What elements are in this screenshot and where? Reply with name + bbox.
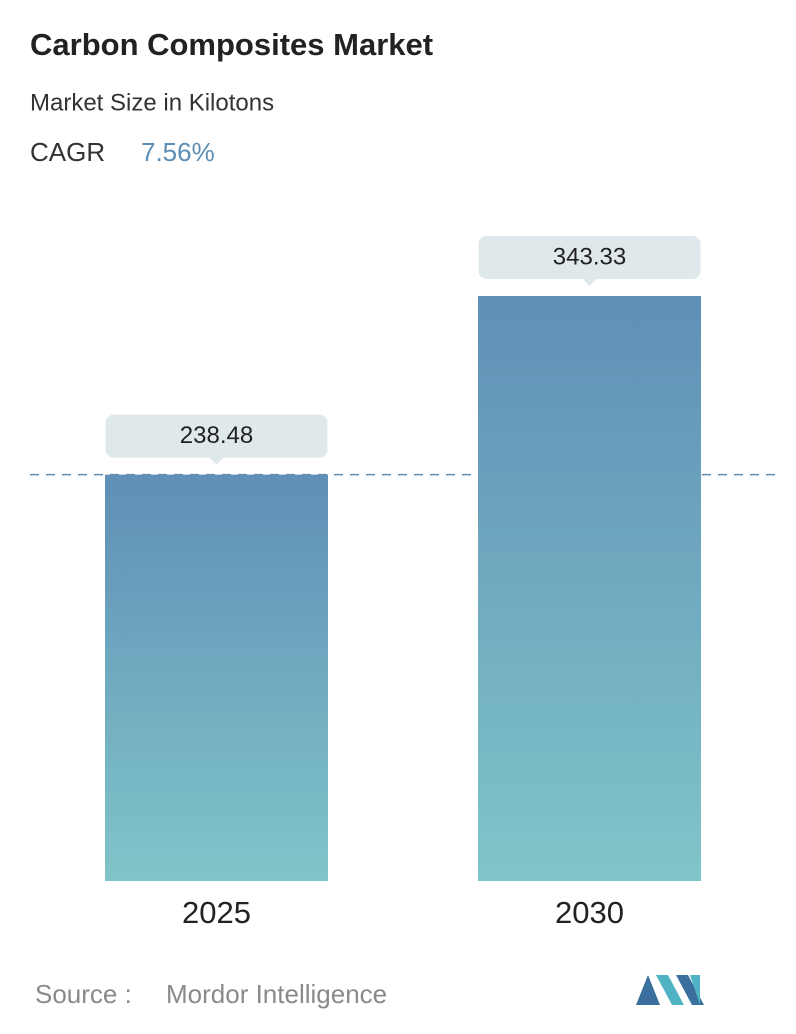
bar — [105, 474, 328, 881]
cagr-label: CAGR — [30, 137, 105, 167]
x-tick-label: 2025 — [182, 895, 251, 930]
source: Mordor Intelligence — [166, 979, 387, 1009]
x-tick-label: 2030 — [555, 895, 624, 930]
cagr-value: 7.56% — [141, 137, 215, 167]
value-label: 238.48 — [180, 422, 253, 449]
value-label-box — [478, 236, 701, 279]
logo — [636, 975, 704, 1005]
source-label: Source : — [35, 979, 132, 1009]
chart-title: Carbon Composites Market — [30, 27, 433, 62]
value-label-pointer — [581, 278, 598, 286]
chart-subtitle: Market Size in Kilotons — [30, 89, 274, 116]
value-label: 343.33 — [553, 243, 626, 270]
bar — [478, 296, 701, 881]
value-label-box — [105, 414, 328, 458]
value-label-pointer — [208, 456, 225, 465]
